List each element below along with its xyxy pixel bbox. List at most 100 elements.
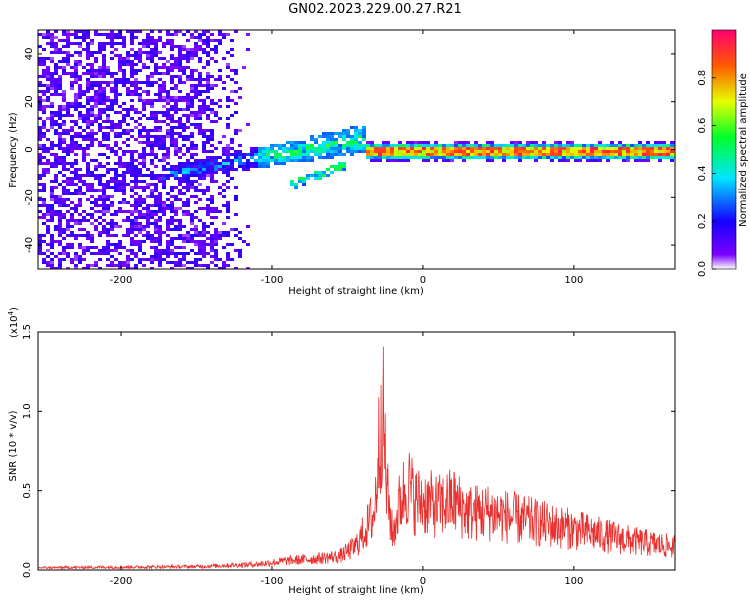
- spectrogram-cell: [74, 255, 78, 258]
- spectrogram-cell: [654, 141, 658, 144]
- spectrogram-cell: [194, 87, 198, 90]
- spectrogram-cell: [42, 189, 46, 192]
- spectrogram-cell: [482, 147, 486, 150]
- spectrogram-cell: [158, 147, 162, 150]
- spectrogram-cell: [78, 84, 82, 87]
- spectrogram-cell: [230, 54, 234, 57]
- spectrogram-cell: [154, 252, 158, 255]
- spectrogram-cell: [82, 180, 86, 183]
- spectrogram-cell: [502, 153, 506, 156]
- spectrogram-cell: [238, 129, 242, 132]
- spectrogram-cell: [38, 210, 42, 213]
- spectrogram-cell: [210, 180, 214, 183]
- spectrogram-cell: [154, 228, 158, 231]
- spectrogram-cell: [150, 111, 154, 114]
- spectrogram-cell: [110, 126, 114, 129]
- spectrogram-cell: [278, 144, 282, 147]
- spectrogram-cell: [74, 189, 78, 192]
- spectrogram-cell: [426, 150, 430, 153]
- spectrogram-cell: [42, 252, 46, 255]
- spectrogram-cell: [138, 42, 142, 45]
- spectrogram-cell: [222, 261, 226, 264]
- spectrogram-cell: [242, 66, 246, 69]
- spectrogram-cell: [90, 123, 94, 126]
- spectrogram-cell: [194, 210, 198, 213]
- spectrogram-cell: [198, 264, 202, 267]
- spectrogram-cell: [506, 144, 510, 147]
- spectrogram-cell: [90, 120, 94, 123]
- spectrogram-cell: [126, 57, 130, 60]
- spectrogram-cell: [206, 198, 210, 201]
- spectrogram-cell: [118, 159, 122, 162]
- spectrogram-cell: [642, 147, 646, 150]
- spectrogram-cell: [102, 45, 106, 48]
- spectrogram-cell: [86, 213, 90, 216]
- spectrogram-cell: [74, 162, 78, 165]
- spectrogram-cell: [194, 84, 198, 87]
- spectrogram-cell: [74, 60, 78, 63]
- spectrogram-cell: [162, 180, 166, 183]
- spectrogram-cell: [194, 180, 198, 183]
- spectrogram-cell: [198, 111, 202, 114]
- spectrogram-cell: [526, 141, 530, 144]
- spectrogram-cell: [130, 267, 134, 269]
- spectrogram-cell: [198, 249, 202, 252]
- spectrogram-cell: [90, 186, 94, 189]
- spectrogram-cell: [78, 222, 82, 225]
- spectrogram-cell: [166, 147, 170, 150]
- spectrogram-cell: [158, 198, 162, 201]
- spectrogram-cell: [54, 165, 58, 168]
- spectrogram-cell: [102, 126, 106, 129]
- spectrogram-cell: [82, 39, 86, 42]
- spectrogram-cell: [234, 168, 238, 171]
- spectrogram-cell: [202, 252, 206, 255]
- spectrogram-cell: [362, 144, 366, 147]
- spectrogram-cell: [494, 153, 498, 156]
- spectrogram-cell: [50, 117, 54, 120]
- spectrogram-cell: [214, 120, 218, 123]
- spectrogram-cell: [186, 30, 190, 33]
- spectrogram-cell: [178, 225, 182, 228]
- spectrogram-cell: [122, 36, 126, 39]
- spectrogram-cell: [50, 36, 54, 39]
- spectrogram-cell: [118, 120, 122, 123]
- spectrogram-cell: [94, 51, 98, 54]
- spectrogram-cell: [142, 153, 146, 156]
- spectrogram-cell: [210, 201, 214, 204]
- spectrogram-cell: [102, 204, 106, 207]
- spectrogram-cell: [390, 147, 394, 150]
- spectrogram-cell: [174, 111, 178, 114]
- spectrogram-cell: [162, 114, 166, 117]
- spectrogram-cell: [482, 144, 486, 147]
- spectrogram-cell: [218, 210, 222, 213]
- spectrogram-cell: [66, 114, 70, 117]
- spectrogram-cell: [254, 162, 258, 165]
- spectrogram-cell: [206, 30, 210, 33]
- spectrogram-cell: [42, 120, 46, 123]
- spectrogram-cell: [206, 54, 210, 57]
- spectrogram-cell: [550, 156, 554, 159]
- spectrogram-cell: [38, 126, 42, 129]
- spectrogram-cell: [146, 225, 150, 228]
- spectrogram-cell: [214, 168, 218, 171]
- spectrogram-cell: [334, 132, 338, 135]
- spectrogram-cell: [38, 105, 42, 108]
- spectrogram-cell: [194, 69, 198, 72]
- spectrogram-cell: [246, 243, 250, 246]
- spectrogram-cell: [314, 174, 318, 177]
- spectrogram-cell: [670, 156, 674, 159]
- spectrogram-cell: [186, 162, 190, 165]
- spectrogram-cell: [506, 156, 510, 159]
- spectrogram-cell: [146, 231, 150, 234]
- spectrogram-cell: [78, 102, 82, 105]
- spectrogram-cell: [170, 120, 174, 123]
- spectrogram-cell: [194, 42, 198, 45]
- spectrogram-cell: [102, 63, 106, 66]
- spectrogram-cell: [210, 120, 214, 123]
- spectrogram-cell: [546, 150, 550, 153]
- spectrogram-cell: [62, 246, 66, 249]
- spectrogram-cell: [254, 159, 258, 162]
- spectrogram-cell: [362, 147, 366, 150]
- spectrogram-cell: [102, 210, 106, 213]
- spectrogram-cell: [138, 186, 142, 189]
